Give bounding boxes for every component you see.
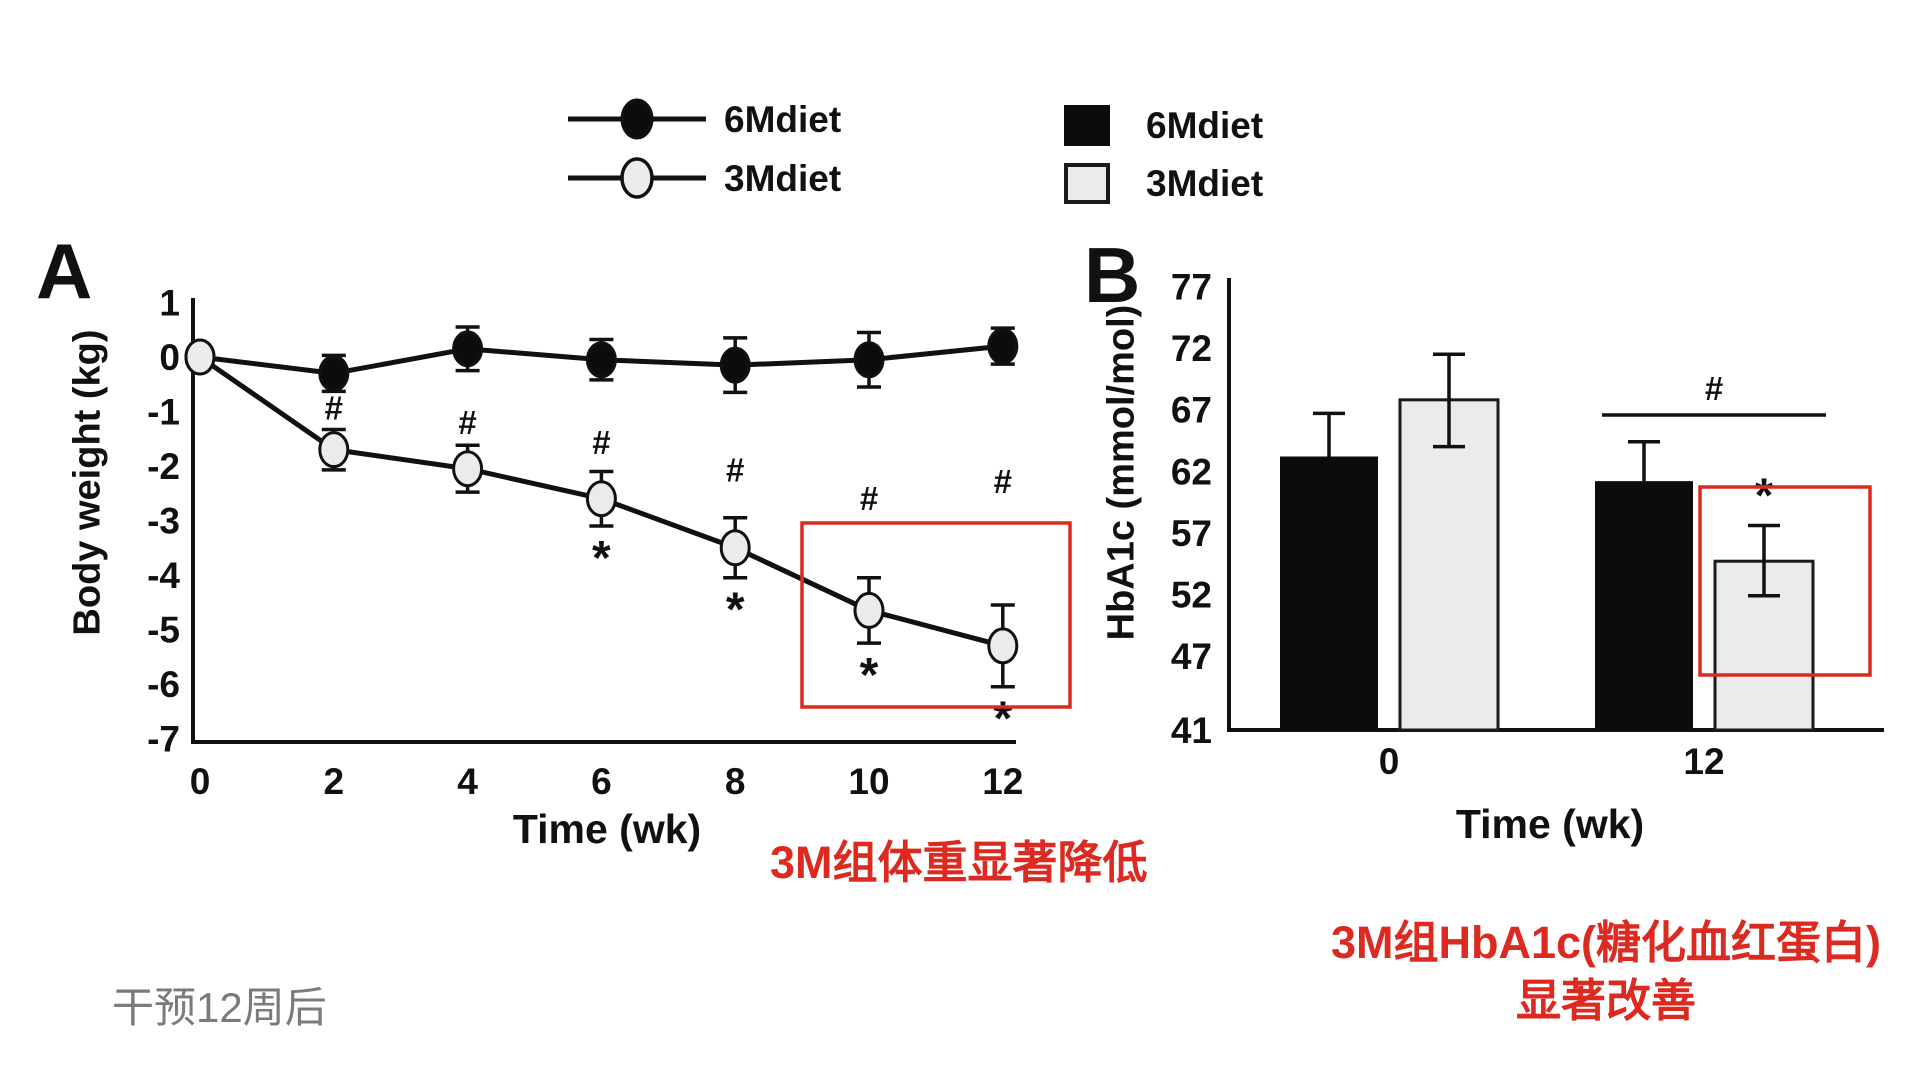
bar-legend-label: 3Mdiet xyxy=(1146,162,1264,204)
bar-legend-item-3mdiet: 3Mdiet xyxy=(1064,155,1263,211)
line-with-filled-ellipse-icon xyxy=(568,98,706,140)
panel-b-red-note-line2: 显著改善 xyxy=(1515,974,1696,1026)
bar-legend-item-6mdiet: 6Mdiet xyxy=(1064,97,1263,153)
marker-open-3Mdiet xyxy=(853,591,885,629)
panel-a-x-axis-title: Time (wk) xyxy=(512,806,702,852)
line-legend-item-3mdiet: 3Mdiet xyxy=(566,150,841,206)
panel-b-red-highlight-box xyxy=(1698,485,1872,677)
marker-open-3Mdiet xyxy=(719,529,751,567)
line-legend-label: 3Mdiet xyxy=(724,157,842,199)
panel-b-red-note-line1: 3M组HbA1c(糖化血红蛋白) xyxy=(1330,917,1882,968)
panel-b-ytick-label: 47 xyxy=(1171,636,1212,677)
panel-a-xtick-label: 8 xyxy=(725,761,746,802)
marker-filled-6Mdiet xyxy=(853,341,885,379)
panel-a-letter: A xyxy=(36,227,93,315)
panel-a-y-axis-title: Body weight (kg) xyxy=(66,329,109,636)
panel-a-ytick-label: -7 xyxy=(147,719,180,760)
bar-3Mdiet-wk0 xyxy=(1398,398,1500,732)
footer-note: 干预12周后 xyxy=(112,984,327,1031)
panel-b-ytick-label: 72 xyxy=(1171,328,1212,369)
panel-a-ytick-label: -5 xyxy=(147,610,180,651)
panel-a-xtick-label: 6 xyxy=(591,761,612,802)
hash-significance-mark: # xyxy=(994,463,1012,500)
panel-a-xtick-label: 2 xyxy=(324,761,345,802)
line-with-open-ellipse-icon xyxy=(568,157,706,199)
panel-b-ytick-label: 41 xyxy=(1171,710,1212,751)
star-significance-mark: * xyxy=(726,584,745,637)
panel-b-ytick-label: 57 xyxy=(1171,513,1212,554)
hash-significance-mark: # xyxy=(325,390,343,427)
marker-open-3Mdiet xyxy=(452,450,484,488)
star-significance-mark: * xyxy=(860,649,879,702)
panel-b-ytick-label: 77 xyxy=(1171,266,1212,307)
star-significance-mark: * xyxy=(993,693,1012,746)
marker-filled-6Mdiet xyxy=(987,327,1019,365)
panel-a-xtick-label: 12 xyxy=(982,761,1023,802)
panel-a-red-highlight-box xyxy=(800,521,1072,709)
hash-significance-mark: # xyxy=(458,404,476,441)
marker-open-3Mdiet xyxy=(585,480,617,518)
panel-b-xtick-label: 12 xyxy=(1683,741,1724,782)
line-legend-label: 6Mdiet xyxy=(724,98,842,140)
panel-b-ytick-label: 52 xyxy=(1171,574,1212,615)
panel-b-ytick-label: 62 xyxy=(1171,451,1212,492)
panel-b-letter: B xyxy=(1084,231,1141,319)
panel-a-ytick-label: -1 xyxy=(147,392,180,433)
hash-significance-mark: # xyxy=(592,424,610,461)
panel-a-ytick-label: -4 xyxy=(147,555,180,596)
light-square-swatch-icon xyxy=(1064,162,1110,204)
panel-a-xtick-label: 4 xyxy=(457,761,478,802)
marker-filled-6Mdiet xyxy=(318,354,350,392)
bar-6Mdiet-wk12 xyxy=(1595,481,1693,730)
panel-b-ytick-label: 67 xyxy=(1171,390,1212,431)
black-square-swatch-icon xyxy=(1064,104,1110,146)
bar-6Mdiet-wk0 xyxy=(1280,456,1378,730)
marker-open-3Mdiet xyxy=(184,338,216,376)
panel-a-red-note: 3M组体重显著降低 xyxy=(770,837,1148,888)
panel-b-red-note: 3M组HbA1c(糖化血红蛋白) 显著改善 xyxy=(1320,914,1892,1029)
panel-a-ytick-label: -3 xyxy=(147,501,180,542)
panel-b-xtick-label: 0 xyxy=(1379,741,1400,782)
marker-filled-6Mdiet xyxy=(452,330,484,368)
marker-open-3Mdiet xyxy=(318,431,350,469)
hash-significance-mark: # xyxy=(1705,370,1723,407)
panel-a-ytick-label: -2 xyxy=(147,446,180,487)
star-significance-mark: * xyxy=(1755,469,1774,522)
line-legend-item-6mdiet: 6Mdiet xyxy=(566,91,841,147)
hash-significance-mark: # xyxy=(860,480,878,517)
star-significance-mark: * xyxy=(592,532,611,585)
marker-filled-6Mdiet xyxy=(719,346,751,384)
marker-open-3Mdiet xyxy=(987,627,1019,665)
panel-b-y-axis-title: HbA1c (mmol/mol) xyxy=(1100,304,1143,641)
panel-a-xtick-label: 0 xyxy=(190,761,211,802)
panel-a-ytick-label: 0 xyxy=(159,337,180,378)
bar-legend-label: 6Mdiet xyxy=(1146,104,1264,146)
panel-b-x-axis-title: Time (wk) xyxy=(1455,801,1645,847)
hash-significance-mark: # xyxy=(726,451,744,488)
marker-filled-6Mdiet xyxy=(585,341,617,379)
panel-a-ytick-label: 1 xyxy=(159,283,180,324)
panel-a-ytick-label: -6 xyxy=(147,664,180,705)
panel-a-xtick-label: 10 xyxy=(848,761,889,802)
